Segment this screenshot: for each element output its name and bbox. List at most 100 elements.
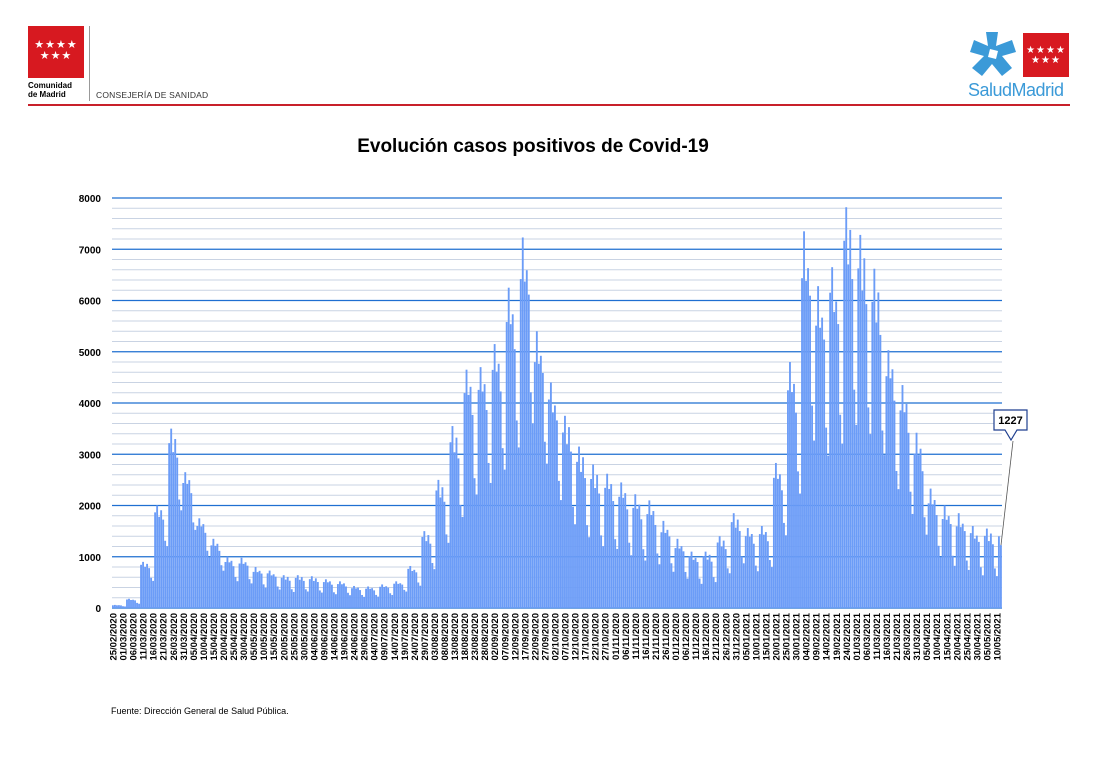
bar [230,560,233,608]
bar [302,580,305,608]
bar [562,432,564,608]
bar [310,576,313,608]
bar [533,362,536,608]
salud-cross-icon [970,32,1016,76]
bar [242,563,245,608]
bar [708,554,711,608]
bar [258,570,261,608]
bar [568,427,570,608]
x-tick-label: 31/12/2020 [731,613,742,661]
bar [343,583,345,608]
x-tick-label: 01/03/2020 [119,613,130,661]
bar [660,532,663,608]
bar [453,452,456,608]
x-tick-label: 11/11/2020 [631,613,642,660]
bar [349,595,351,608]
bar [953,565,956,608]
bar [371,588,374,608]
bar [126,599,128,608]
bar [893,400,896,608]
bar [724,549,727,608]
bar [993,568,996,608]
bar [124,606,126,608]
bar [750,534,753,608]
bar [873,268,876,608]
bar [859,234,862,608]
x-tick-label: 05/01/2021 [741,612,752,660]
bar [644,560,647,608]
bar [477,389,480,608]
bar [379,586,382,608]
x-tick-label: 03/08/2020 [430,613,441,661]
bar [164,540,167,608]
bar [515,420,518,608]
bar [612,501,615,608]
bar [947,516,950,608]
bar [564,415,566,608]
bar [754,565,757,608]
bar [196,526,199,608]
bar [447,542,450,608]
x-tick-label: 21/11/2020 [651,613,662,660]
bar [260,573,263,608]
x-tick-label: 26/11/2020 [661,613,672,660]
x-tick-label: 25/05/2020 [289,613,300,661]
bar [254,567,257,608]
bar [726,568,729,608]
bar [214,545,217,608]
bar [435,490,438,608]
bar [674,548,677,608]
bar [973,538,976,608]
bar [572,506,574,608]
x-tick-label: 04/06/2020 [309,613,320,661]
bar [182,483,185,608]
x-tick-label: 04/02/2021 [802,612,813,660]
bar [975,535,978,608]
bar [865,304,868,608]
bar [997,536,1000,608]
x-tick-label: 16/03/2021 [882,612,893,660]
bar [314,578,317,608]
bar [437,479,440,609]
bar [827,455,830,608]
bar [931,504,934,608]
y-tick-label: 5000 [79,348,102,359]
bar [841,443,844,608]
bar [712,577,715,608]
bar [732,513,735,608]
bar [935,515,938,608]
bar [156,505,159,608]
bar [787,390,789,608]
bar [995,576,998,608]
bar [300,577,303,608]
bar [206,550,209,608]
bar [855,424,858,608]
bar [560,500,562,608]
header-rule [28,104,1070,106]
bar [365,588,367,608]
x-tick-label: 01/03/2021 [852,612,863,660]
bar [654,524,657,608]
bar [326,582,329,608]
header-divider [89,26,90,101]
bar [345,586,347,608]
x-tick-label: 19/07/2020 [400,613,411,661]
bar [180,510,183,608]
bar [797,471,799,608]
bar [296,575,299,608]
bar [779,474,781,608]
bar [244,562,247,608]
x-tick-label: 12/09/2020 [510,613,521,661]
bar [373,590,376,608]
bar [288,580,291,608]
x-tick-label: 29/07/2020 [420,613,431,661]
x-tick-label: 26/12/2020 [721,613,732,661]
bar [330,584,333,608]
bar [541,372,544,608]
y-tick-label: 0 [95,604,101,615]
bar [736,519,739,608]
x-tick-label: 15/01/2021 [761,612,772,660]
bar [535,331,538,608]
bar [616,548,619,608]
annotation-leader [1000,440,1014,546]
